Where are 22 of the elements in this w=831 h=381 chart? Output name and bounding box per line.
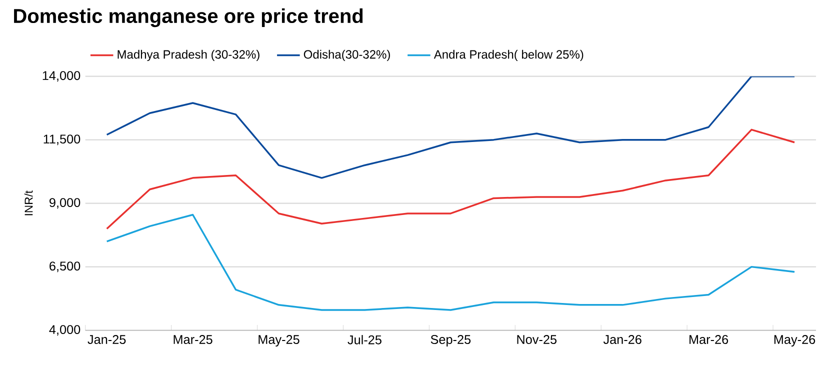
y-tick-label: 6,500 [50,262,80,272]
line-series [106,128,796,230]
line-series [106,214,796,311]
x-tick-label: Nov-25 [517,335,557,344]
x-tick-label: Jan-25 [88,335,126,344]
line-series [106,76,796,179]
y-tick-label: 11,500 [44,134,80,146]
x-tick-label: Sep-25 [430,335,471,347]
x-tick-label: Mar-25 [174,335,212,344]
y-tick-label: 9,000 [50,198,80,209]
chart-title: Domestic manganese ore price trend [14,8,363,28]
legend-label: Andra Pradesh( below 25%) [434,50,584,62]
x-tick-label: Jul-25 [348,335,382,344]
y-tick-label: 14,000 [42,71,80,82]
legend-label: Madhya Pradesh (30-32%) [118,50,260,62]
x-tick-label: May-25 [258,335,300,347]
x-tick-label: May-26 [774,335,816,347]
legend-label: Odisha(30-32%) [304,50,390,62]
x-tick-label: Jan-26 [603,335,642,344]
y-tick-label: 4,000 [49,325,80,336]
x-tick-label: Mar-26 [690,335,728,344]
y-axis-title: INR/t [24,190,33,216]
